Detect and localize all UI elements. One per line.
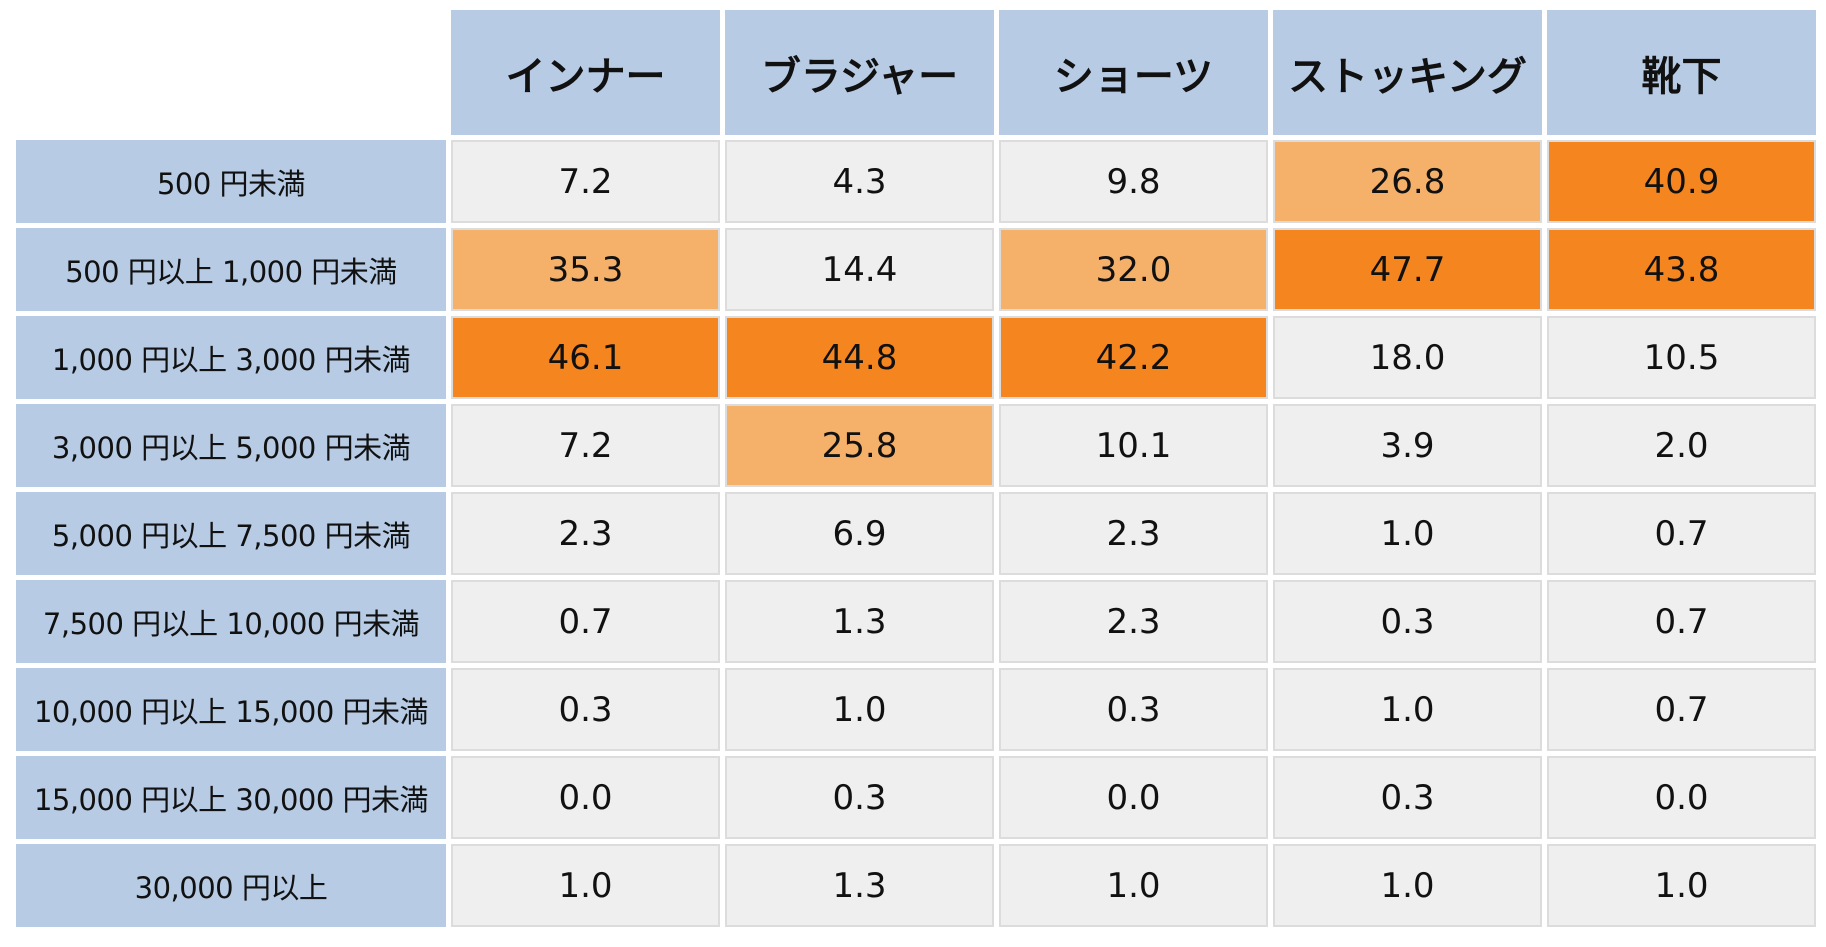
data-cell: 0.0: [999, 756, 1268, 839]
data-cell: 47.7: [1273, 228, 1542, 311]
row-header: 500 円以上 1,000 円未満: [16, 228, 446, 311]
data-cell: 7.2: [451, 140, 720, 223]
data-cell: 25.8: [725, 404, 994, 487]
row-header: 5,000 円以上 7,500 円未満: [16, 492, 446, 575]
data-cell: 10.1: [999, 404, 1268, 487]
row-header: 15,000 円以上 30,000 円未満: [16, 756, 446, 839]
data-cell: 2.3: [451, 492, 720, 575]
data-cell: 35.3: [451, 228, 720, 311]
data-cell: 1.0: [1273, 844, 1542, 927]
data-cell: 1.3: [725, 580, 994, 663]
data-cell: 42.2: [999, 316, 1268, 399]
data-cell: 2.3: [999, 492, 1268, 575]
data-cell: 1.0: [1273, 492, 1542, 575]
data-cell: 2.3: [999, 580, 1268, 663]
data-cell: 0.7: [1547, 668, 1816, 751]
data-cell: 43.8: [1547, 228, 1816, 311]
data-cell: 14.4: [725, 228, 994, 311]
data-cell: 0.3: [1273, 580, 1542, 663]
column-header: ブラジャー: [725, 10, 994, 135]
row-header: 500 円未満: [16, 140, 446, 223]
data-cell: 9.8: [999, 140, 1268, 223]
data-cell: 44.8: [725, 316, 994, 399]
data-cell: 26.8: [1273, 140, 1542, 223]
data-cell: 0.3: [451, 668, 720, 751]
data-cell: 0.3: [1273, 756, 1542, 839]
data-cell: 1.0: [1273, 668, 1542, 751]
data-cell: 0.7: [1547, 580, 1816, 663]
data-cell: 3.9: [1273, 404, 1542, 487]
data-cell: 0.0: [1547, 756, 1816, 839]
data-cell: 1.0: [451, 844, 720, 927]
row-header: 1,000 円以上 3,000 円未満: [16, 316, 446, 399]
data-cell: 0.3: [999, 668, 1268, 751]
column-header: ストッキング: [1273, 10, 1542, 135]
data-cell: 1.0: [1547, 844, 1816, 927]
data-cell: 40.9: [1547, 140, 1816, 223]
data-cell: 2.0: [1547, 404, 1816, 487]
data-cell: 4.3: [725, 140, 994, 223]
data-cell: 7.2: [451, 404, 720, 487]
data-cell: 0.3: [725, 756, 994, 839]
data-cell: 32.0: [999, 228, 1268, 311]
column-header: インナー: [451, 10, 720, 135]
row-header: 30,000 円以上: [16, 844, 446, 927]
row-header: 3,000 円以上 5,000 円未満: [16, 404, 446, 487]
data-cell: 0.0: [451, 756, 720, 839]
data-cell: 6.9: [725, 492, 994, 575]
data-cell: 1.0: [999, 844, 1268, 927]
row-header: 10,000 円以上 15,000 円未満: [16, 668, 446, 751]
data-cell: 18.0: [1273, 316, 1542, 399]
row-header: 7,500 円以上 10,000 円未満: [16, 580, 446, 663]
column-header: ショーツ: [999, 10, 1268, 135]
data-cell: 0.7: [1547, 492, 1816, 575]
data-cell: 0.7: [451, 580, 720, 663]
data-cell: 1.0: [725, 668, 994, 751]
column-header: 靴下: [1547, 10, 1816, 135]
data-cell: 46.1: [451, 316, 720, 399]
data-cell: 10.5: [1547, 316, 1816, 399]
data-cell: 1.3: [725, 844, 994, 927]
